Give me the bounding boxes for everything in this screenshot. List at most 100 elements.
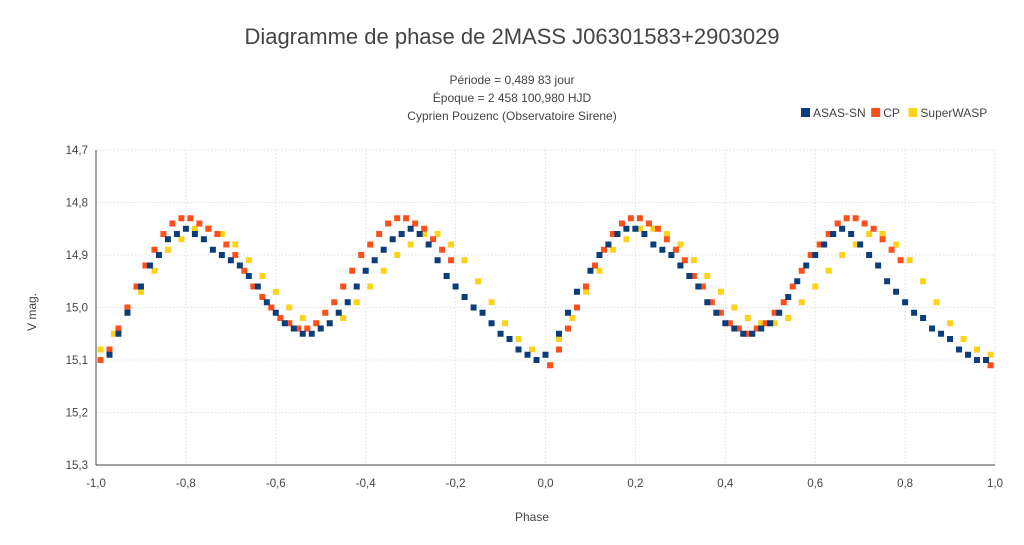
data-point — [807, 252, 814, 258]
y-tick-label: 15,3 — [66, 460, 88, 472]
x-tick-label: -0,4 — [356, 478, 376, 490]
y-axis-label: V mag. — [25, 293, 39, 331]
data-point — [555, 336, 562, 342]
data-point — [506, 336, 513, 342]
data-point — [524, 351, 531, 358]
data-point — [627, 215, 634, 222]
data-point — [785, 294, 792, 300]
x-tick-label: 0,0 — [538, 478, 554, 490]
data-point — [218, 252, 225, 258]
data-point — [272, 288, 279, 295]
data-point — [947, 320, 954, 327]
data-point — [164, 236, 171, 243]
data-point — [744, 315, 751, 321]
data-point — [816, 241, 823, 248]
data-point — [223, 241, 230, 248]
data-point — [434, 257, 441, 264]
data-point — [731, 304, 738, 311]
data-point — [268, 304, 275, 311]
data-point — [434, 231, 441, 237]
data-point — [866, 252, 873, 258]
data-point — [767, 320, 774, 327]
data-point — [956, 346, 963, 353]
data-point — [555, 330, 562, 337]
series-cp — [97, 215, 994, 369]
data-point — [735, 325, 742, 332]
data-point — [857, 241, 864, 248]
data-point — [677, 241, 684, 248]
chart-title: Diagramme de phase de 2MASS J06301583+29… — [244, 24, 779, 49]
data-point — [380, 267, 387, 274]
data-point — [394, 215, 401, 222]
data-point — [389, 236, 396, 243]
legend-label: CP — [883, 106, 900, 120]
data-point — [879, 236, 886, 243]
data-point — [376, 231, 383, 237]
data-point — [191, 225, 198, 232]
data-point — [726, 320, 733, 327]
data-point — [632, 225, 639, 232]
y-tick-label: 14,7 — [66, 145, 88, 157]
data-point — [960, 336, 967, 342]
data-point — [124, 304, 131, 311]
data-point — [227, 257, 234, 264]
data-point — [866, 231, 873, 237]
data-point — [340, 283, 347, 290]
data-point — [794, 278, 801, 285]
data-point — [515, 336, 522, 342]
data-point — [232, 252, 239, 258]
data-point — [555, 346, 562, 353]
data-point — [110, 330, 117, 337]
y-tick-label: 15,1 — [66, 355, 88, 367]
data-point — [582, 288, 589, 295]
data-point — [654, 225, 661, 232]
data-point — [97, 357, 104, 363]
data-point — [852, 215, 859, 222]
data-point — [564, 325, 571, 332]
data-point — [839, 252, 846, 258]
data-point — [785, 315, 792, 321]
data-point — [272, 309, 279, 316]
data-point — [974, 357, 981, 363]
data-point — [659, 246, 666, 253]
data-point — [448, 257, 455, 264]
data-point — [214, 231, 221, 237]
data-point — [416, 231, 423, 237]
data-point — [475, 278, 482, 285]
data-point — [861, 220, 868, 227]
data-point — [839, 225, 846, 232]
data-point — [695, 283, 702, 290]
y-tick-label: 14,8 — [66, 198, 88, 210]
data-point — [299, 315, 306, 321]
data-point — [645, 220, 652, 227]
data-point — [470, 304, 477, 311]
data-point — [573, 304, 580, 311]
data-point — [533, 357, 540, 363]
points-layer — [97, 215, 994, 369]
data-point — [771, 320, 778, 327]
data-point — [461, 257, 468, 264]
data-point — [250, 283, 257, 290]
data-point — [740, 330, 747, 337]
data-point — [142, 262, 149, 269]
data-point — [564, 309, 571, 316]
data-point — [277, 315, 284, 321]
data-point — [497, 330, 504, 337]
data-point — [353, 299, 360, 306]
axes-layer: -1,0 -0,8 -0,6 -0,4 -0,2 0,0 0,2 0,4 0,6 0,8 1,0 14… — [66, 145, 1003, 490]
data-point — [690, 273, 697, 279]
data-point — [884, 278, 891, 285]
data-point — [367, 241, 374, 248]
x-tick-label: 0,4 — [717, 478, 734, 490]
data-point — [591, 262, 598, 269]
data-point — [452, 283, 459, 290]
data-point — [218, 231, 225, 237]
data-point — [146, 262, 153, 269]
data-point — [488, 320, 495, 327]
data-point — [704, 273, 711, 279]
data-point — [897, 257, 904, 264]
y-tick-label: 15,0 — [66, 303, 88, 315]
data-point — [582, 283, 589, 290]
data-point — [749, 330, 756, 337]
x-axis-label: Phase — [515, 510, 549, 524]
